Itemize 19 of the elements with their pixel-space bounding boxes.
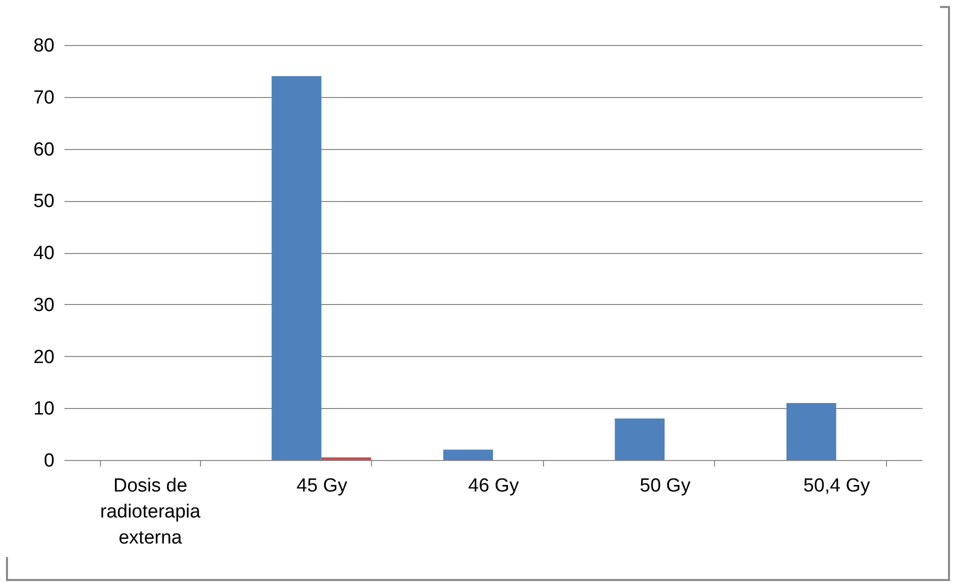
y-tick-label: 10 xyxy=(33,398,54,420)
y-tick-label: 50 xyxy=(33,191,54,212)
y-tick-label: 80 xyxy=(33,36,54,56)
x-tick-label: 50 Gy xyxy=(640,476,691,496)
bar xyxy=(614,418,665,460)
x-tick-label: 50,4 Gy xyxy=(803,476,870,496)
x-tick-label: Dosis de radioterapia externa xyxy=(100,476,201,548)
bar xyxy=(321,457,372,460)
x-tick-label: 46 Gy xyxy=(468,476,520,496)
x-tick-label: 45 Gy xyxy=(296,476,348,496)
bar xyxy=(443,450,493,460)
y-tick-label: 20 xyxy=(33,346,54,368)
y-tick-label: 70 xyxy=(33,87,54,108)
bar xyxy=(272,76,322,460)
y-tick-label: 30 xyxy=(33,294,54,316)
y-tick-label: 60 xyxy=(33,139,54,160)
y-tick-label: 0 xyxy=(44,450,54,472)
bar xyxy=(786,402,836,460)
y-tick-label: 40 xyxy=(33,243,54,264)
